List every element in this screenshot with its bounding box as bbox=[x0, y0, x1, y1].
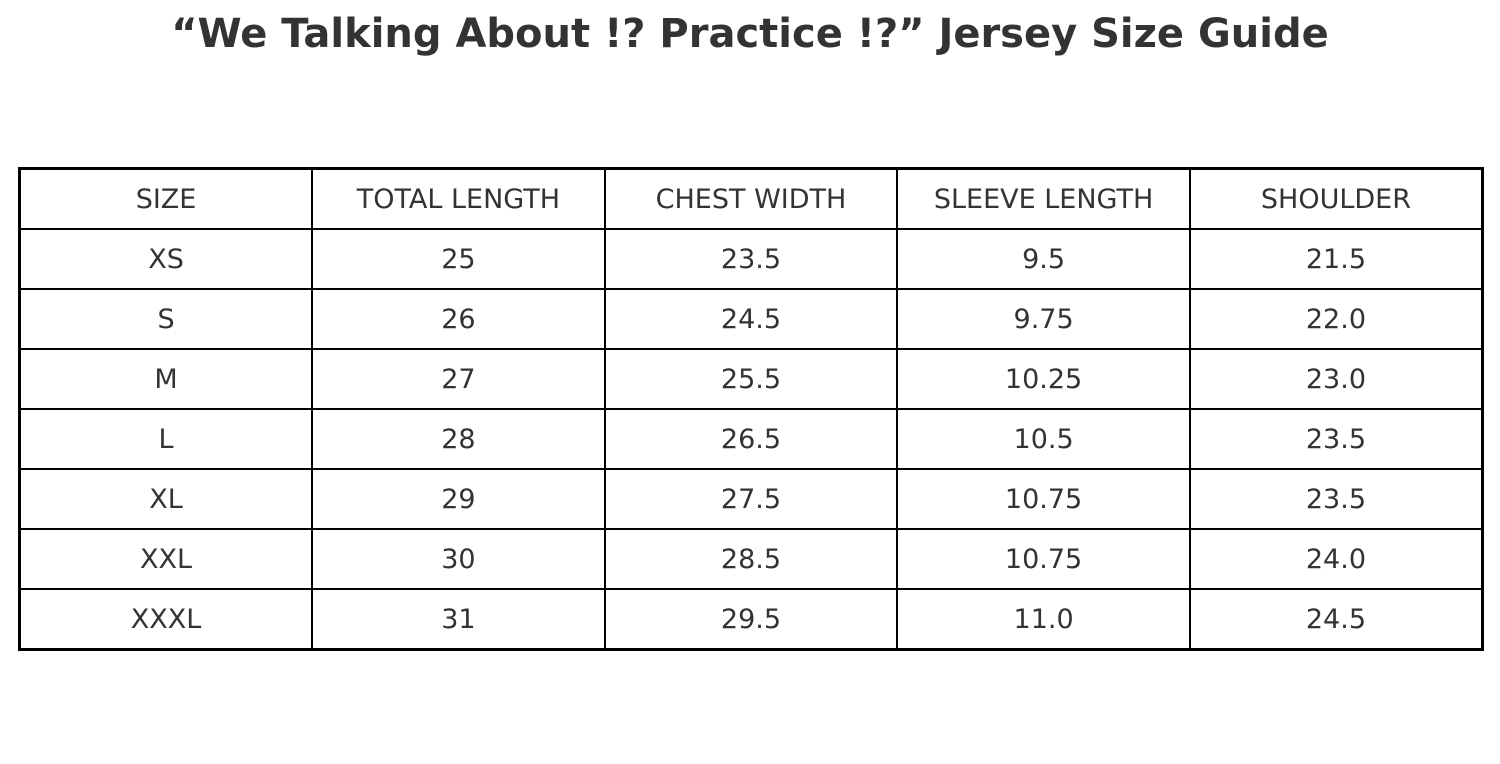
cell-total-length: 27 bbox=[311, 348, 606, 410]
cell-shoulder: 23.0 bbox=[1188, 348, 1484, 410]
cell-chest-width: 26.5 bbox=[603, 408, 899, 470]
cell-size: XXL bbox=[18, 528, 314, 590]
table-row-l: L 28 26.5 10.5 23.5 bbox=[18, 408, 1484, 470]
cell-sleeve-length: 9.5 bbox=[896, 228, 1191, 290]
cell-size: L bbox=[18, 408, 314, 470]
column-header-chest-width: CHEST WIDTH bbox=[603, 167, 899, 230]
cell-chest-width: 25.5 bbox=[603, 348, 899, 410]
size-guide-table: SIZE TOTAL LENGTH CHEST WIDTH SLEEVE LEN… bbox=[18, 167, 1484, 651]
cell-sleeve-length: 10.75 bbox=[896, 468, 1191, 530]
cell-size: M bbox=[18, 348, 314, 410]
cell-size: XXXL bbox=[18, 588, 314, 651]
cell-shoulder: 23.5 bbox=[1188, 468, 1484, 530]
cell-total-length: 25 bbox=[311, 228, 606, 290]
cell-total-length: 29 bbox=[311, 468, 606, 530]
cell-shoulder: 22.0 bbox=[1188, 288, 1484, 350]
cell-total-length: 26 bbox=[311, 288, 606, 350]
column-header-total-length: TOTAL LENGTH bbox=[311, 167, 606, 230]
cell-chest-width: 23.5 bbox=[603, 228, 899, 290]
table-row-xxl: XXL 30 28.5 10.75 24.0 bbox=[18, 528, 1484, 590]
page-title: “We Talking About !? Practice !?” Jersey… bbox=[171, 11, 1329, 57]
cell-size: XS bbox=[18, 228, 314, 290]
cell-size: XL bbox=[18, 468, 314, 530]
table-row-xxxl: XXXL 31 29.5 11.0 24.5 bbox=[18, 588, 1484, 651]
table-row-xs: XS 25 23.5 9.5 21.5 bbox=[18, 228, 1484, 290]
cell-shoulder: 24.5 bbox=[1188, 588, 1484, 651]
cell-chest-width: 29.5 bbox=[603, 588, 899, 651]
cell-shoulder: 23.5 bbox=[1188, 408, 1484, 470]
cell-chest-width: 27.5 bbox=[603, 468, 899, 530]
column-header-shoulder: SHOULDER bbox=[1188, 167, 1484, 230]
cell-sleeve-length: 10.25 bbox=[896, 348, 1191, 410]
table-row-xl: XL 29 27.5 10.75 23.5 bbox=[18, 468, 1484, 530]
cell-size: S bbox=[18, 288, 314, 350]
cell-sleeve-length: 10.75 bbox=[896, 528, 1191, 590]
table-header-row: SIZE TOTAL LENGTH CHEST WIDTH SLEEVE LEN… bbox=[18, 167, 1484, 230]
cell-shoulder: 24.0 bbox=[1188, 528, 1484, 590]
table-row-m: M 27 25.5 10.25 23.0 bbox=[18, 348, 1484, 410]
cell-sleeve-length: 11.0 bbox=[896, 588, 1191, 651]
cell-total-length: 31 bbox=[311, 588, 606, 651]
cell-chest-width: 24.5 bbox=[603, 288, 899, 350]
cell-sleeve-length: 9.75 bbox=[896, 288, 1191, 350]
cell-chest-width: 28.5 bbox=[603, 528, 899, 590]
table-row-s: S 26 24.5 9.75 22.0 bbox=[18, 288, 1484, 350]
cell-total-length: 30 bbox=[311, 528, 606, 590]
column-header-size: SIZE bbox=[18, 167, 314, 230]
cell-total-length: 28 bbox=[311, 408, 606, 470]
column-header-sleeve-length: SLEEVE LENGTH bbox=[896, 167, 1191, 230]
cell-sleeve-length: 10.5 bbox=[896, 408, 1191, 470]
cell-shoulder: 21.5 bbox=[1188, 228, 1484, 290]
